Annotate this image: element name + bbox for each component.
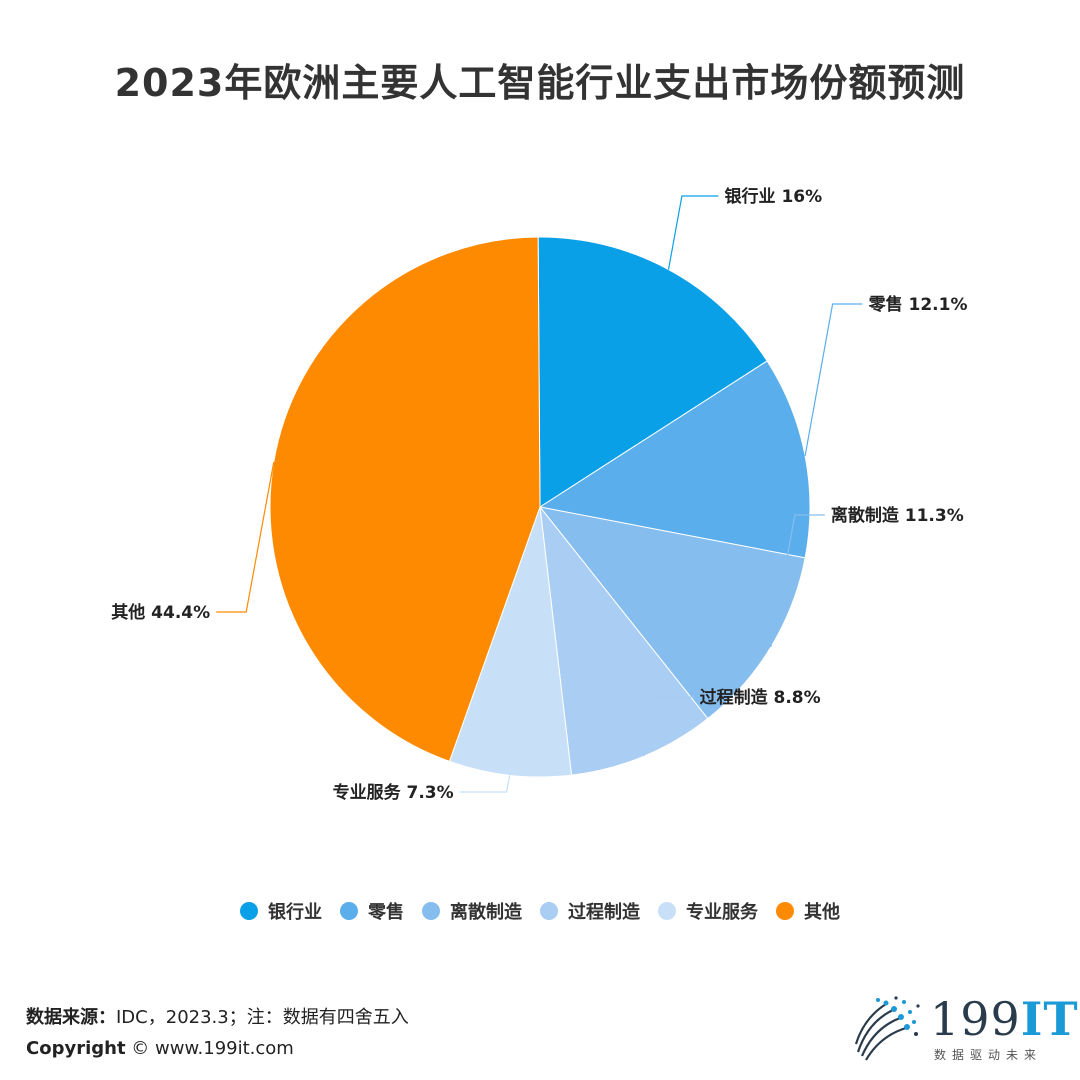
- legend-item-4: 专业服务: [658, 898, 758, 924]
- slice-label-0: 银行业 16%: [725, 186, 823, 207]
- leader-lines: [216, 195, 863, 793]
- data-source: 数据来源：IDC，2023.3；注：数据有四舍五入: [26, 1003, 409, 1029]
- leader-line-1: [804, 303, 863, 456]
- legend-swatch-1: [340, 902, 358, 920]
- legend-label-2: 离散制造: [450, 902, 522, 923]
- logo-wordmark: 199IT: [930, 992, 1079, 1046]
- pie-slice-5: [269, 236, 541, 762]
- logo-name: 199: [930, 992, 1021, 1046]
- legend: 银行业 零售 离散制造 过程制造 专业服务 其他: [0, 898, 1080, 924]
- legend-swatch-3: [540, 902, 558, 920]
- slice-label-5: 其他 44.4%: [111, 602, 210, 623]
- pie-slice-4: [448, 506, 573, 778]
- legend-item-1: 零售: [340, 898, 404, 924]
- copyright-url: © www.199it.com: [131, 1038, 294, 1059]
- source-label: 数据来源：: [26, 1007, 116, 1028]
- copyright: Copyright © www.199it.com: [26, 1038, 294, 1059]
- slice-labels: 银行业 16% 零售 12.1% 离散制造 11.3% 过程制造 8.8% 专业服务 7…: [111, 186, 967, 803]
- leader-line-3: [643, 696, 694, 757]
- legend-swatch-0: [240, 902, 258, 920]
- logo-name-accent: IT: [1020, 992, 1079, 1046]
- leader-line-0: [667, 195, 719, 270]
- slice-label-2: 离散制造 11.3%: [831, 505, 964, 526]
- legend-item-2: 离散制造: [422, 898, 522, 924]
- logo-tagline: 数据驱动未来: [934, 1048, 1043, 1062]
- legend-label-3: 过程制造: [568, 902, 640, 923]
- legend-swatch-2: [422, 902, 440, 920]
- logo-icon: [854, 996, 920, 1061]
- legend-item-0: 银行业: [240, 898, 322, 924]
- legend-swatch-4: [658, 902, 676, 920]
- source-text: IDC，2023.3；注：数据有四舍五入: [116, 1007, 409, 1028]
- chart-title: 2023年欧洲主要人工智能行业支出市场份额预测: [114, 61, 966, 105]
- leader-line-4: [459, 775, 511, 793]
- legend-label-0: 银行业: [268, 902, 322, 923]
- legend-item-5: 其他: [776, 898, 840, 924]
- legend-swatch-5: [776, 902, 794, 920]
- brand-logo: 199IT 数据驱动未来: [848, 992, 1078, 1068]
- slice-label-3: 过程制造 8.8%: [700, 687, 821, 708]
- legend-label-5: 其他: [804, 902, 840, 923]
- pie-slices: [269, 236, 811, 778]
- legend-label-1: 零售: [368, 902, 404, 923]
- copyright-label: Copyright: [26, 1038, 126, 1059]
- slice-label-1: 零售 12.1%: [868, 294, 968, 315]
- leader-line-5: [216, 461, 275, 613]
- legend-label-4: 专业服务: [686, 902, 758, 923]
- leader-line-2: [770, 514, 825, 648]
- slice-label-4: 专业服务 7.3%: [333, 782, 454, 803]
- legend-item-3: 过程制造: [540, 898, 640, 924]
